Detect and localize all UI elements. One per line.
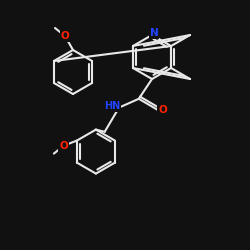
Text: N: N bbox=[150, 28, 158, 38]
Text: O: O bbox=[158, 105, 167, 115]
Text: HN: HN bbox=[104, 100, 120, 110]
Text: O: O bbox=[60, 140, 68, 150]
Text: O: O bbox=[60, 31, 70, 41]
